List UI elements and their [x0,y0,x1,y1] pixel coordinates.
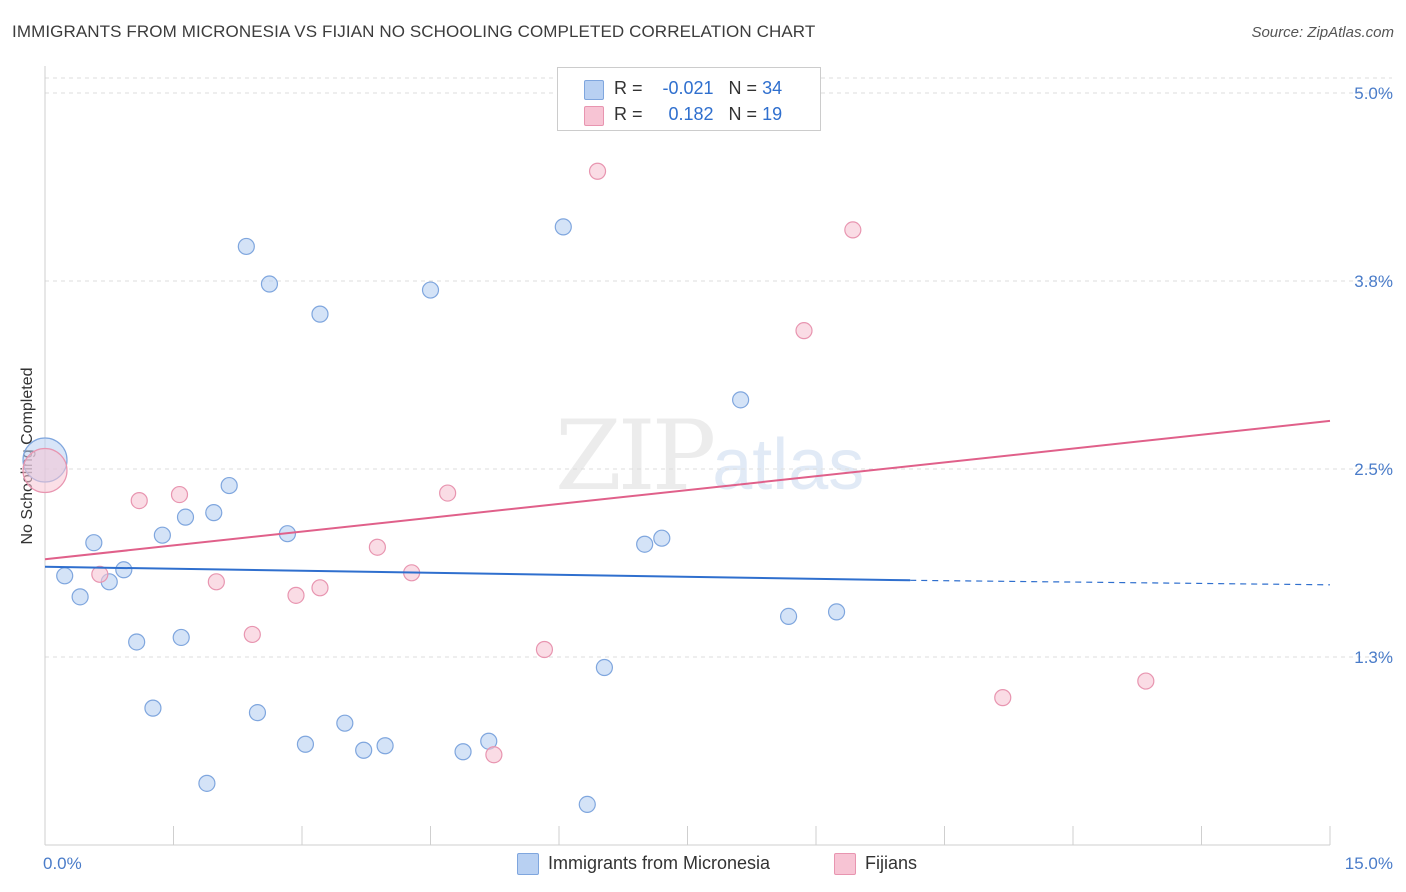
point-micronesia [85,534,103,552]
point-micronesia [827,603,846,621]
point-micronesia [128,633,146,651]
point-micronesia [260,275,279,293]
point-micronesia [578,795,596,813]
stats-swatch-blue [584,80,604,100]
point-fijians [22,447,68,494]
source-label: Source: ZipAtlas.com [1251,24,1394,41]
point-micronesia [779,607,798,626]
point-micronesia [144,699,162,717]
point-fijians [994,689,1012,707]
axis-layer [44,66,1331,846]
point-fijians [311,579,329,597]
watermark-atlas: atlas [712,425,865,505]
point-micronesia [421,281,440,299]
point-micronesia [296,735,315,753]
point-fijians [91,565,109,583]
y-tick-label: 5.0% [1354,84,1393,103]
trend-layer [44,419,1331,586]
y-tick-label: 2.5% [1354,460,1393,479]
point-fijians [795,322,813,340]
point-fijians [588,162,607,180]
trendline-fijians [44,419,1331,561]
point-micronesia [376,737,394,755]
points-layer [22,162,1155,813]
point-micronesia [115,561,133,579]
point-micronesia [56,567,74,585]
y-tick-label: 1.3% [1354,648,1393,667]
point-micronesia [153,526,171,544]
stats-swatch-pink [584,106,604,126]
point-fijians [243,625,261,644]
point-fijians [287,586,305,604]
point-micronesia [311,305,329,323]
point-micronesia [554,218,572,236]
point-micronesia [595,658,614,677]
legend-swatch-blue [517,853,539,875]
point-micronesia [198,774,216,792]
point-micronesia [653,529,671,547]
x-tick-label: 15.0% [1345,854,1393,873]
watermark: ZIPatlas [555,400,864,512]
point-micronesia [248,704,267,722]
watermark-zip: ZIP [555,400,716,512]
point-fijians [130,492,148,510]
point-fijians [207,573,225,591]
legend-swatch-pink [834,853,856,875]
stats-text: R = 0.182 N = 19 [614,104,783,124]
point-micronesia [220,476,238,495]
stats-text: R = -0.021 N = 34 [614,78,783,98]
point-micronesia [636,535,654,553]
stats-box: R = -0.021 N = 34 R = 0.182 N = 19 [557,67,821,131]
y-tick-label: 3.8% [1354,272,1393,291]
point-micronesia [71,588,89,606]
point-micronesia [172,628,190,647]
point-fijians [368,538,386,556]
x-tick-label: 0.0% [43,854,82,873]
trendline-micronesia [44,565,911,582]
legend: Immigrants from Micronesia Fijians [0,852,1406,878]
point-micronesia [237,237,255,256]
point-micronesia [336,714,354,732]
point-micronesia [732,391,750,409]
point-micronesia [176,508,195,526]
legend-label: Fijians [865,853,918,873]
point-micronesia [454,743,472,761]
trendline-micronesia-extension [910,579,1331,586]
point-fijians [535,640,554,659]
chart-title: IMMIGRANTS FROM MICRONESIA VS FIJIAN NO … [12,22,816,41]
point-micronesia [355,741,373,759]
label-layer: 1.3% 2.5% 3.8% 5.0% 0.0% 15.0% [43,84,1393,873]
point-fijians [439,484,457,502]
legend-label: Immigrants from Micronesia [548,853,771,873]
point-fijians [1137,672,1155,690]
point-micronesia [205,504,223,522]
point-fijians [844,221,862,239]
point-fijians [485,746,503,764]
point-fijians [170,485,189,504]
